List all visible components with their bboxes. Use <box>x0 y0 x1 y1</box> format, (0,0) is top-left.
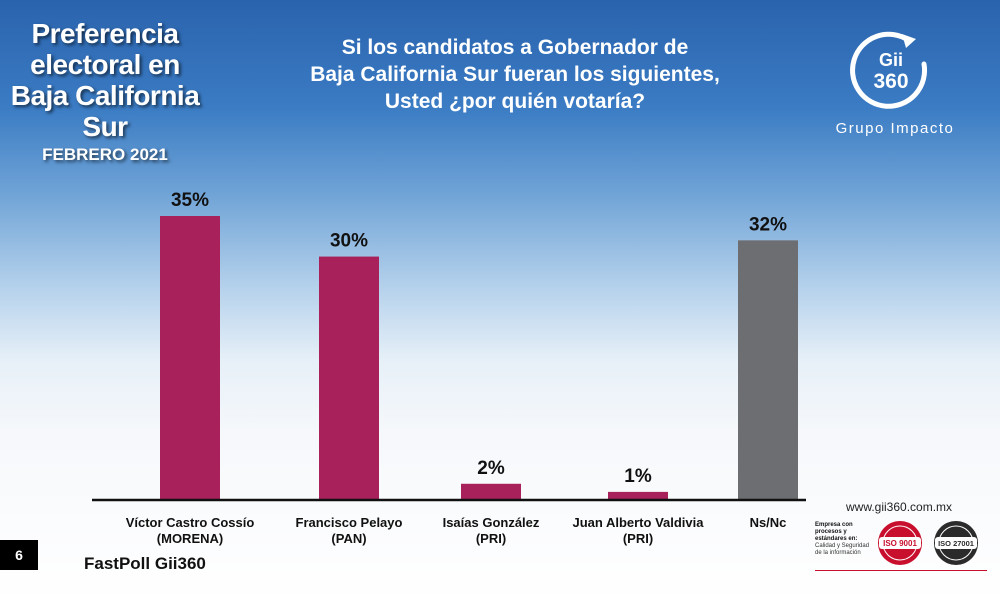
bar-0 <box>160 216 220 500</box>
iso-caption-detail: Calidad y Seguridad de la información <box>815 543 870 556</box>
page-number: 6 <box>0 540 38 570</box>
gii360-logo-icon: Gii 360 <box>850 31 928 109</box>
brand-name: Grupo Impacto <box>835 120 955 137</box>
iso-certifications: Empresa con procesos y estándares en: Ca… <box>815 518 987 571</box>
bar-3 <box>608 491 668 500</box>
bar-4 <box>738 240 798 501</box>
category-label-1-0: Francisco Pelayo <box>296 515 403 530</box>
bar-1 <box>319 256 379 500</box>
iso-27001-seal-icon: ISO 27001 <box>934 521 978 565</box>
category-label-3-1: (PRI) <box>623 531 653 546</box>
logo-text-bottom: 360 <box>873 70 908 93</box>
data-label-1: 30% <box>330 231 368 252</box>
logo-text-top: Gii <box>879 50 903 70</box>
iso-9001-seal-icon: ISO 9001 <box>878 521 922 565</box>
category-label-0-0: Víctor Castro Cossío <box>126 515 255 530</box>
data-label-4: 32% <box>749 214 787 235</box>
category-label-3-0: Juan Alberto Valdivia <box>572 515 704 530</box>
iso-caption: Empresa con procesos y estándares en: Ca… <box>815 522 875 557</box>
title-line-1: Preferencia <box>31 18 179 49</box>
slide-title: Preferencia electoral en Baja California… <box>0 18 210 166</box>
question-line-2: Baja California Sur fueran los siguiente… <box>310 63 720 86</box>
question-line-1: Si los candidatos a Gobernador de <box>341 36 689 59</box>
website-url: www.gii360.com.mx <box>846 500 953 514</box>
iso-caption-bold: Empresa con procesos y estándares en: <box>815 522 858 542</box>
category-label-2-1: (PRI) <box>476 531 506 546</box>
iso-27001-label: ISO 27001 <box>938 539 974 548</box>
data-label-2: 2% <box>477 458 505 479</box>
title-date: FEBRERO 2021 <box>42 145 168 164</box>
survey-question: Si los candidatos a Gobernador de Baja C… <box>280 34 750 115</box>
category-label-1-1: (PAN) <box>331 531 366 546</box>
category-label-4-0: Ns/Nc <box>750 515 787 530</box>
data-label-3: 1% <box>624 466 652 487</box>
source-label: FastPoll Gii360 <box>84 554 206 573</box>
title-line-3: Baja California Sur <box>10 80 200 142</box>
question-line-3: Usted ¿por quién votaría? <box>384 90 646 113</box>
category-label-0-1: (MORENA) <box>157 531 223 546</box>
bar-2 <box>461 483 521 500</box>
data-label-0: 35% <box>171 190 209 211</box>
iso-9001-label: ISO 9001 <box>883 539 917 548</box>
title-line-2: electoral en <box>30 49 180 80</box>
category-label-2-0: Isaías González <box>443 515 540 530</box>
